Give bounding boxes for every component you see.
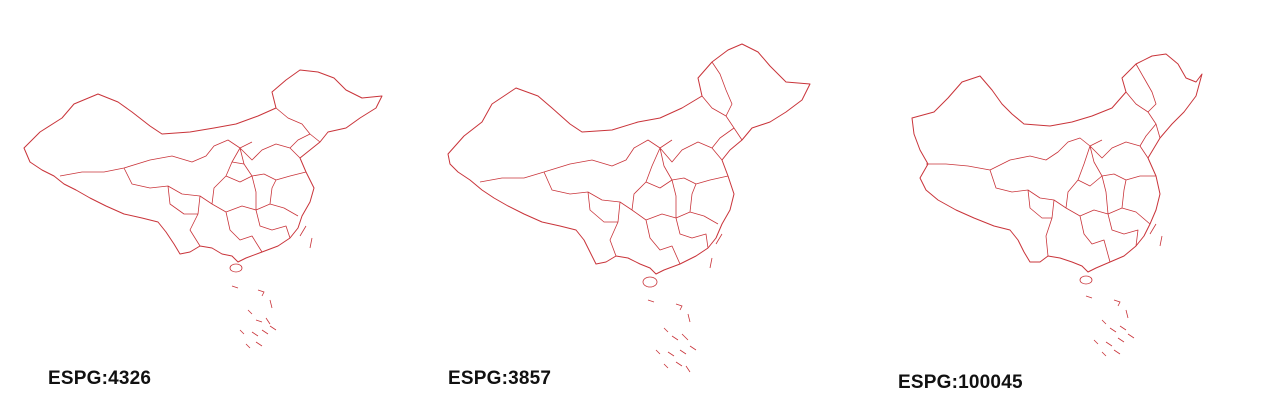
islands [229,225,313,349]
province-borders [59,107,321,253]
projection-label: ESPG:3857 [448,368,552,389]
projection-label: ESPG:100045 [898,372,1023,393]
country-outline [23,69,383,263]
islands [642,233,723,373]
islands [1079,223,1163,357]
china-map-epsg-4326 [23,69,383,349]
country-outline [911,53,1203,273]
province-borders [479,61,743,265]
map-panel-epsg-3857: ESPG:3857 [420,0,840,409]
china-map-epsg-3857 [447,43,811,373]
province-borders [926,63,1161,263]
map-panel-epsg-100045: ESPG:100045 [840,0,1271,409]
projection-label: ESPG:4326 [48,368,152,389]
china-map-epsg-100045 [911,53,1203,357]
map-panel-epsg-4326: ESPG:4326 [0,0,420,409]
country-outline [447,43,811,275]
